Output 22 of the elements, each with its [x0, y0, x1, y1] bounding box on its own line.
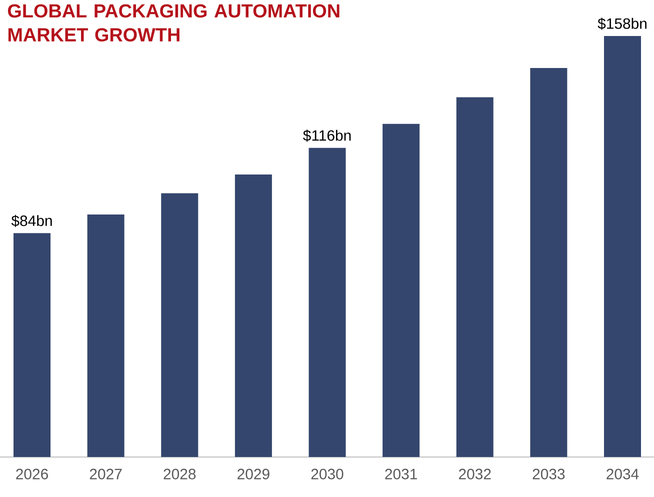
x-tick-label: 2031 — [385, 468, 417, 480]
x-tick-label: 2029 — [238, 468, 270, 480]
bar — [161, 193, 198, 457]
x-tick-label: 2033 — [532, 468, 565, 480]
bar — [382, 124, 420, 457]
bar — [234, 174, 272, 457]
bar — [530, 68, 568, 457]
chart-title: GLOBAL PACKAGING AUTOMATION MARKET GROWTH — [8, 4, 340, 42]
bar — [87, 214, 124, 457]
data-label: $116bn — [303, 130, 351, 142]
data-label: $84bn — [11, 214, 52, 227]
x-tick-label: 2027 — [90, 468, 122, 480]
x-tick-label: 2026 — [16, 468, 48, 480]
data-label: $158bn — [598, 18, 646, 30]
x-tick-label: 2028 — [164, 468, 196, 480]
bar — [308, 148, 346, 457]
bar — [14, 233, 51, 457]
x-tick-label: 2030 — [311, 468, 344, 480]
bar — [456, 97, 494, 457]
bar — [604, 36, 642, 457]
x-tick-label: 2032 — [459, 468, 491, 480]
x-tick-label: 2034 — [606, 468, 639, 480]
